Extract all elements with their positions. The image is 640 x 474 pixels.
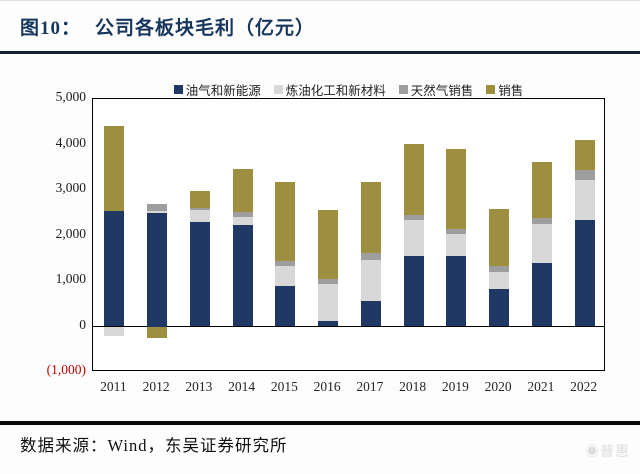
bar-2020-series-0 <box>489 289 510 327</box>
bar-2022-series-2 <box>574 169 595 180</box>
legend-swatch-icon <box>398 85 408 94</box>
bar-2014-series-2 <box>232 211 253 217</box>
bar-2014-series-1 <box>232 216 253 225</box>
x-tick-2014: 2014 <box>228 379 256 394</box>
bar-2013-series-0 <box>189 221 210 327</box>
x-tick-2015: 2015 <box>270 379 298 394</box>
data-source-text: 数据来源：Wind，东吴证券研究所 <box>20 436 288 455</box>
y-tick-5,000: 5,000 <box>55 89 86 104</box>
legend-label: 油气和新能源 <box>185 84 261 98</box>
y-tick-0: 0 <box>79 316 86 332</box>
x-tick-2019: 2019 <box>441 379 469 394</box>
x-tick-2018: 2018 <box>399 379 427 394</box>
bar-2011-series-1 <box>104 326 125 336</box>
bar-2021-series-1 <box>531 223 552 263</box>
x-tick-2011: 2011 <box>100 379 127 394</box>
bar-2012-series-0 <box>147 212 168 327</box>
bar-2020-series-1 <box>489 272 510 290</box>
bar-2012-series-1 <box>147 210 168 213</box>
bar-2022-series-1 <box>574 179 595 220</box>
bar-2011-series-3 <box>104 126 125 211</box>
bar-2020-series-3 <box>489 208 510 266</box>
legend-swatch-icon <box>173 85 183 94</box>
bar-2011-series-0 <box>104 210 125 327</box>
bar-2014-series-3 <box>232 168 253 212</box>
bar-2019-series-1 <box>446 234 467 256</box>
x-tick-2021: 2021 <box>527 379 555 394</box>
bar-2012-series-2 <box>147 204 168 211</box>
bar-2021-series-0 <box>531 262 552 327</box>
bar-2016-series-2 <box>318 279 339 285</box>
bar-2019-series-2 <box>446 229 467 235</box>
bar-2022-series-3 <box>574 140 595 170</box>
bar-2019-series-0 <box>446 255 467 327</box>
bar-2016-series-1 <box>318 284 339 321</box>
x-tick-2017: 2017 <box>356 379 384 394</box>
bar-2017-series-0 <box>360 300 381 327</box>
bar-2014-series-0 <box>232 224 253 327</box>
legend-item-3: 销售 <box>486 80 523 99</box>
bar-2021-series-2 <box>531 217 552 224</box>
bar-2017-series-3 <box>360 181 381 253</box>
bar-2015-series-3 <box>275 181 296 261</box>
bar-2013-series-2 <box>189 208 210 211</box>
figure-number-label: 图10： <box>20 18 82 39</box>
bar-2012-series-3 <box>147 326 168 338</box>
y-tick-3,000: 3,000 <box>55 180 86 195</box>
legend-swatch-icon <box>486 85 496 94</box>
bottom-divider <box>0 421 640 425</box>
x-tick-2020: 2020 <box>484 379 512 394</box>
chart-legend: 油气和新能源 炼油化工和新材料 天然气销售 销售 <box>92 80 605 99</box>
bar-2017-series-2 <box>360 252 381 260</box>
figure-title: 公司各板块毛利（亿元） <box>95 18 316 39</box>
x-tick-2012: 2012 <box>142 379 170 394</box>
legend-swatch-icon <box>273 85 283 94</box>
bar-2013-series-1 <box>189 210 210 222</box>
x-tick-2016: 2016 <box>313 379 341 394</box>
zero-axis-line <box>93 325 604 328</box>
x-tick-2013: 2013 <box>185 379 213 394</box>
x-tick-2022: 2022 <box>570 379 598 394</box>
chart-plot-area <box>92 98 605 371</box>
bar-2018-series-1 <box>403 219 424 256</box>
bar-2013-series-3 <box>189 191 210 209</box>
bar-2018-series-3 <box>403 143 424 215</box>
legend-item-0: 油气和新能源 <box>173 80 261 99</box>
bar-2021-series-3 <box>531 161 552 218</box>
figure-title-row: 图10： 公司各板块毛利（亿元） <box>20 13 620 40</box>
legend-item-2: 天然气销售 <box>398 80 474 99</box>
legend-label: 炼油化工和新材料 <box>285 84 386 98</box>
bar-2015-series-1 <box>275 265 296 286</box>
legend-label: 销售 <box>498 84 524 98</box>
legend-label: 天然气销售 <box>410 84 474 98</box>
legend-item-1: 炼油化工和新材料 <box>273 80 386 99</box>
bar-2020-series-2 <box>489 265 510 273</box>
y-tick-(1,000): (1,000) <box>46 362 86 377</box>
bar-2018-series-0 <box>403 255 424 327</box>
bar-2015-series-0 <box>275 285 296 327</box>
watermark: ◉普惠 <box>585 443 630 459</box>
bar-2022-series-0 <box>574 219 595 327</box>
bar-2019-series-3 <box>446 148 467 230</box>
bar-2015-series-2 <box>275 260 296 266</box>
y-tick-1,000: 1,000 <box>55 271 86 286</box>
bar-2017-series-1 <box>360 259 381 301</box>
bar-2016-series-0 <box>318 320 339 327</box>
bar-2018-series-2 <box>403 214 424 220</box>
y-tick-4,000: 4,000 <box>55 134 86 150</box>
y-tick-2,000: 2,000 <box>55 225 86 241</box>
bar-2016-series-3 <box>318 210 339 280</box>
title-divider <box>0 51 640 54</box>
